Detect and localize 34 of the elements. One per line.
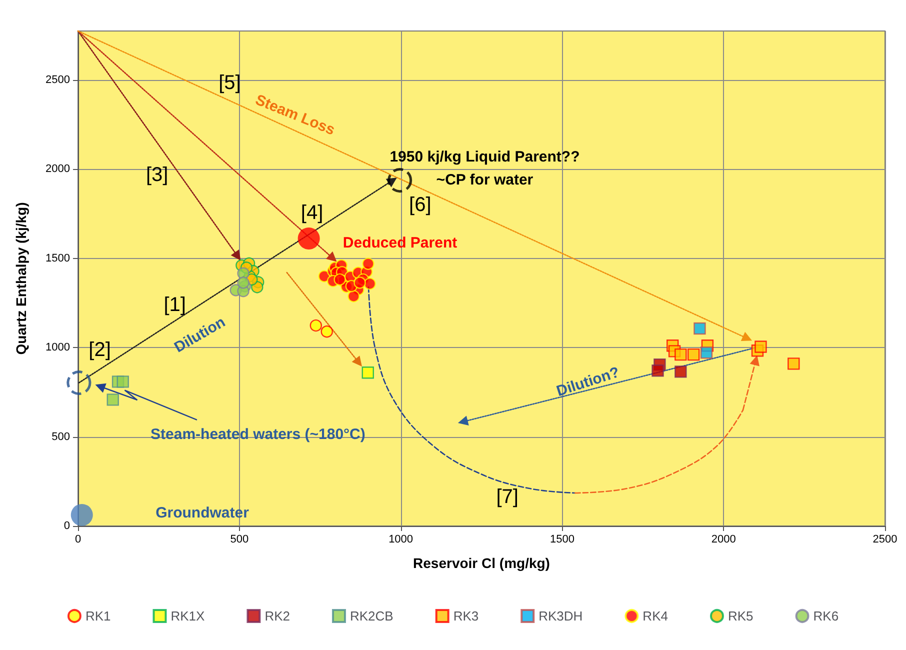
legend-label: RK1X (170, 608, 206, 624)
legend-label: RK2CB (350, 608, 394, 624)
legend-label: RK3 (453, 608, 479, 624)
x-tick-label: 1500 (550, 534, 574, 546)
x-tick-label: 0 (74, 534, 82, 546)
legend-label: RK1 (85, 608, 111, 624)
legend-label: RK5 (728, 608, 754, 624)
y-tick-label: 500 (52, 430, 70, 443)
legend-label: RK6 (813, 608, 839, 624)
x-tick-label: 2500 (872, 534, 898, 546)
annotation: Deduced Parent (342, 234, 458, 252)
annotation: 1950 kj/kg Liquid Parent?? (390, 148, 580, 166)
y-tick-label: 0 (64, 520, 70, 532)
annotation: [4] (300, 202, 324, 224)
x-tick-label: 2000 (711, 534, 736, 546)
annotation: [7] (496, 486, 518, 508)
legend-label: RK4 (642, 608, 668, 624)
x-axis-title: Reservoir Cl (mg/kg) (413, 555, 550, 571)
legend-label: RK2 (264, 608, 290, 624)
y-tick-label: 2000 (46, 163, 70, 176)
legend-label: RK3DH (538, 608, 583, 624)
y-axis-title: Quartz Enthalpy (kj/kg) (13, 202, 29, 355)
annotation: [6] (409, 194, 432, 216)
annotation: [5] (218, 72, 241, 94)
y-tick-label: 2500 (46, 74, 70, 86)
annotation: [3] (146, 164, 168, 186)
y-tick-label: 1500 (46, 252, 70, 264)
annotation: ~CP for water (436, 171, 534, 188)
annotation: Steam Loss (252, 91, 338, 139)
y-tick-label: 1000 (46, 342, 70, 354)
x-tick-label: 500 (230, 534, 249, 546)
x-tick-label: 1000 (388, 534, 414, 546)
annotation: [1] (164, 294, 186, 316)
annotation: [2] (88, 338, 111, 361)
